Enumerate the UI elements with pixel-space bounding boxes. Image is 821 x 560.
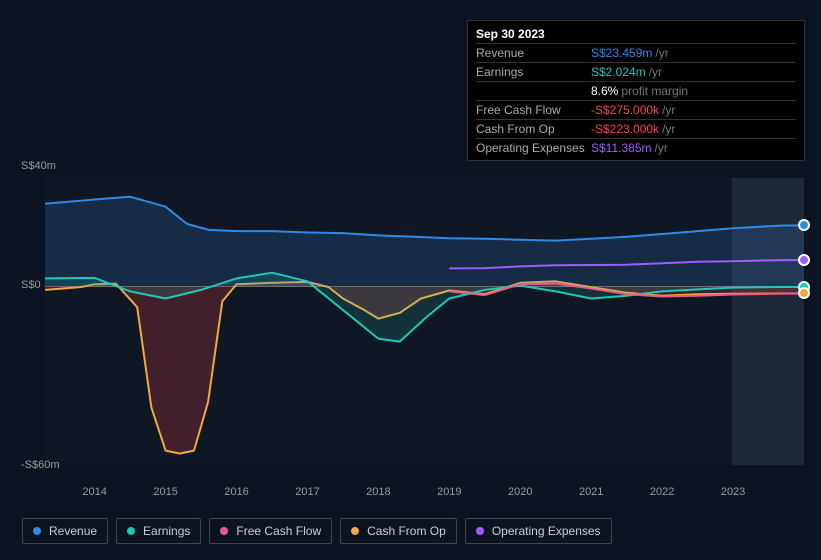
x-tick: 2018: [366, 486, 390, 498]
chart-legend: Revenue Earnings Free Cash Flow Cash From O…: [22, 518, 612, 544]
tooltip-row: 8.6%profit margin: [476, 81, 796, 100]
tooltip-row: RevenueS$23.459m/yr: [476, 43, 796, 62]
tooltip-row-label: Revenue: [476, 45, 591, 61]
tooltip-row-suffix: /yr: [655, 140, 668, 156]
legend-swatch: [351, 527, 359, 535]
tooltip-row: Free Cash Flow-S$275.000k/yr: [476, 100, 796, 119]
tooltip-row-label: Cash From Op: [476, 121, 591, 137]
x-tick: 2022: [650, 486, 674, 498]
tooltip-row-label: Free Cash Flow: [476, 102, 591, 118]
legend-swatch: [476, 527, 484, 535]
x-axis: 2014 2015 2016 2017 2018 2019 2020 2021 2022 2023: [45, 486, 804, 500]
x-tick: 2023: [721, 486, 745, 498]
tooltip-row-value: S$23.459m: [591, 45, 652, 61]
tooltip-row-suffix: /yr: [655, 45, 668, 61]
x-tick: 2014: [82, 486, 106, 498]
tooltip-row-value: S$2.024m: [591, 64, 646, 80]
legend-item-earnings[interactable]: Earnings: [116, 518, 201, 544]
tooltip-row-value: S$11.385m: [591, 140, 652, 156]
legend-label: Free Cash Flow: [236, 524, 321, 538]
series-end-dot: [798, 219, 810, 231]
x-tick: 2015: [153, 486, 177, 498]
tooltip-row-label: [476, 83, 591, 99]
legend-item-revenue[interactable]: Revenue: [22, 518, 108, 544]
legend-swatch: [33, 527, 41, 535]
tooltip-row: Cash From Op-S$223.000k/yr: [476, 119, 796, 138]
x-tick: 2016: [224, 486, 248, 498]
x-tick: 2019: [437, 486, 461, 498]
legend-label: Cash From Op: [367, 524, 446, 538]
legend-swatch: [127, 527, 135, 535]
y-tick-zero: S$0: [21, 279, 41, 291]
tooltip-row: EarningsS$2.024m/yr: [476, 62, 796, 81]
chart-tooltip: Sep 30 2023 RevenueS$23.459m/yrEarningsS…: [467, 20, 805, 161]
tooltip-row-value: -S$275.000k: [591, 102, 659, 118]
legend-label: Revenue: [49, 524, 97, 538]
series-end-dot: [798, 287, 810, 299]
tooltip-row-label: Earnings: [476, 64, 591, 80]
tooltip-row-suffix: /yr: [662, 102, 675, 118]
tooltip-row: Operating ExpensesS$11.385m/yr: [476, 138, 796, 157]
tooltip-row-suffix: /yr: [662, 121, 675, 137]
legend-swatch: [220, 527, 228, 535]
tooltip-row-value: -S$223.000k: [591, 121, 659, 137]
tooltip-row-value: 8.6%: [591, 83, 618, 99]
tooltip-row-suffix: /yr: [649, 64, 662, 80]
tooltip-date: Sep 30 2023: [476, 26, 796, 43]
tooltip-row-suffix: profit margin: [621, 83, 688, 99]
legend-label: Earnings: [143, 524, 190, 538]
chart-plot-area[interactable]: [45, 178, 804, 465]
tooltip-row-label: Operating Expenses: [476, 140, 591, 156]
chart-svg: [45, 178, 804, 465]
x-tick: 2017: [295, 486, 319, 498]
y-tick-max: S$40m: [21, 160, 56, 172]
legend-item-fcf[interactable]: Free Cash Flow: [209, 518, 332, 544]
legend-label: Operating Expenses: [492, 524, 601, 538]
series-end-dot: [798, 254, 810, 266]
x-tick: 2020: [508, 486, 532, 498]
x-tick: 2021: [579, 486, 603, 498]
legend-item-cashop[interactable]: Cash From Op: [340, 518, 457, 544]
legend-item-opex[interactable]: Operating Expenses: [465, 518, 612, 544]
